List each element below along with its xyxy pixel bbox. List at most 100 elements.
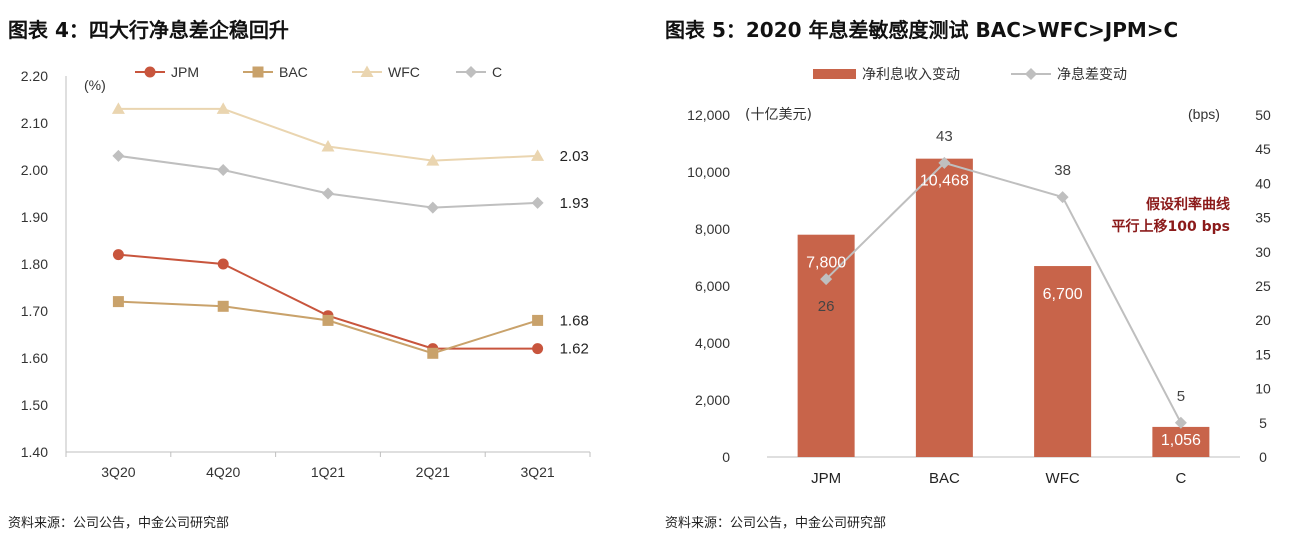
nim-change-point [1174, 416, 1187, 429]
data-point-c [426, 201, 439, 214]
data-point-wfc [426, 154, 440, 166]
y-tick-label: 1.40 [21, 444, 48, 460]
end-value-label-c: 1.93 [560, 195, 589, 212]
data-point-bac [322, 314, 334, 326]
left-y-tick-label: 4,000 [695, 335, 730, 351]
legend-label-wfc: WFC [388, 64, 420, 80]
left-y-tick-label: 6,000 [695, 278, 730, 294]
bar-value-label: 7,800 [806, 255, 846, 272]
x-tick-label: 1Q21 [311, 464, 345, 480]
right-y-tick-label: 40 [1255, 175, 1271, 191]
data-point-bac [427, 347, 439, 359]
right-y-tick-label: 15 [1255, 346, 1271, 362]
legend-marker-c [465, 66, 477, 78]
annotation-line-2: 平行上移100 bps [1112, 218, 1230, 235]
right-y-tick-label: 25 [1255, 278, 1271, 294]
nim-change-point [938, 156, 951, 169]
right-y-tick-label: 35 [1255, 210, 1271, 226]
annotation-line-1: 假设利率曲线 [1146, 196, 1230, 213]
x-tick-label: BAC [929, 470, 960, 487]
data-point-c [112, 149, 125, 162]
right-chart-title: 图表 5：2020 年息差敏感度测试 BAC>WFC>JPM>C [665, 18, 1179, 42]
bar-value-label: 6,700 [1043, 286, 1083, 303]
left-y-tick-label: 0 [722, 449, 730, 465]
y-tick-label: 2.10 [21, 115, 48, 131]
left-y-unit-label: (十亿美元) [745, 107, 812, 123]
y-tick-label: 2.00 [21, 162, 48, 178]
x-tick-label: 4Q20 [206, 464, 240, 480]
y-tick-label: 1.50 [21, 397, 48, 413]
right-y-tick-label: 10 [1255, 381, 1271, 397]
left-y-tick-label: 12,000 [687, 107, 730, 123]
series-line-bac [118, 300, 538, 355]
line-value-label: 5 [1177, 388, 1185, 405]
right-y-tick-label: 45 [1255, 141, 1271, 157]
legend-label-jpm: JPM [171, 64, 199, 80]
legend-label-bac: BAC [279, 64, 308, 80]
end-value-label-wfc: 2.03 [560, 148, 589, 165]
data-point-jpm [112, 249, 124, 261]
x-tick-label: 3Q21 [520, 464, 554, 480]
data-point-bac [217, 300, 229, 312]
data-point-jpm [532, 343, 544, 355]
x-tick-label: JPM [811, 470, 841, 487]
nim-line-chart: 2.20 2.10 2.00 1.90 1.80 1.70 1.60 1.50 1.40 (%) 3… [21, 64, 591, 480]
right-chart-panel: 图表 5：2020 年息差敏感度测试 BAC>WFC>JPM>C 12,000 1… [655, 0, 1291, 540]
y-tick-label: 1.60 [21, 350, 48, 366]
series-line-jpm [118, 253, 538, 350]
bar-wfc [1034, 266, 1092, 457]
line-value-label: 38 [1054, 162, 1071, 179]
right-y-tick-label: 20 [1255, 312, 1271, 328]
legend-bar-swatch [813, 69, 856, 79]
x-tick-label: C [1175, 470, 1186, 487]
left-y-tick-label: 8,000 [695, 221, 730, 237]
legend-line-marker [1025, 68, 1037, 80]
data-point-wfc [111, 102, 125, 114]
nim-change-point [820, 273, 833, 286]
left-chart-title: 图表 4：四大行净息差企稳回升 [8, 18, 289, 42]
legend-line-label: 净息差变动 [1057, 66, 1127, 83]
legend-marker-jpm [144, 66, 156, 78]
x-tick-label: 2Q21 [416, 464, 450, 480]
data-point-c [531, 196, 544, 209]
right-y-tick-label: 30 [1255, 244, 1271, 260]
legend-label-c: C [492, 64, 502, 80]
end-value-label-bac: 1.68 [560, 312, 589, 329]
legend-marker-wfc [360, 65, 374, 77]
y-tick-label: 1.80 [21, 256, 48, 272]
left-chart-panel: 图表 4：四大行净息差企稳回升 2.20 2.10 2.00 1.90 1.80 1.70… [0, 0, 645, 540]
nim-change-line [825, 161, 1182, 424]
y-unit-label: (%) [84, 77, 106, 93]
y-tick-label: 1.90 [21, 209, 48, 225]
legend-bar-label: 净利息收入变动 [862, 66, 960, 83]
series-line-c [118, 154, 538, 209]
bar-c [1152, 426, 1210, 457]
right-chart-source: 资料来源：公司公告，中金公司研究部 [665, 516, 887, 531]
series-line-wfc [118, 107, 538, 162]
data-point-jpm [217, 258, 229, 270]
bar-bac [915, 158, 973, 458]
data-point-wfc [531, 149, 545, 161]
x-tick-label: 3Q20 [101, 464, 135, 480]
right-y-tick-label: 50 [1255, 107, 1271, 123]
data-point-c [322, 187, 334, 200]
right-y-tick-label: 0 [1259, 449, 1267, 465]
end-value-label-jpm: 1.62 [560, 341, 589, 358]
legend-marker-bac [252, 66, 264, 78]
bar-value-label: 10,468 [920, 173, 969, 190]
data-point-bac [112, 296, 124, 308]
line-value-label: 43 [936, 128, 953, 145]
x-tick-label: WFC [1046, 470, 1080, 487]
y-tick-label: 2.20 [21, 68, 48, 84]
right-y-tick-label: 5 [1259, 415, 1267, 431]
data-point-c [217, 164, 230, 176]
data-point-wfc [321, 140, 335, 152]
sensitivity-bar-line-chart: 12,00010,0008,0006,0004,0002,00005045403… [687, 66, 1271, 487]
data-point-wfc [216, 102, 230, 114]
bar-value-label: 1,056 [1161, 432, 1201, 449]
left-y-tick-label: 10,000 [687, 164, 730, 180]
nim-change-point [1056, 191, 1069, 204]
y-tick-label: 1.70 [21, 303, 48, 319]
right-y-unit-label: (bps) [1188, 106, 1220, 122]
bar-jpm [797, 234, 855, 457]
